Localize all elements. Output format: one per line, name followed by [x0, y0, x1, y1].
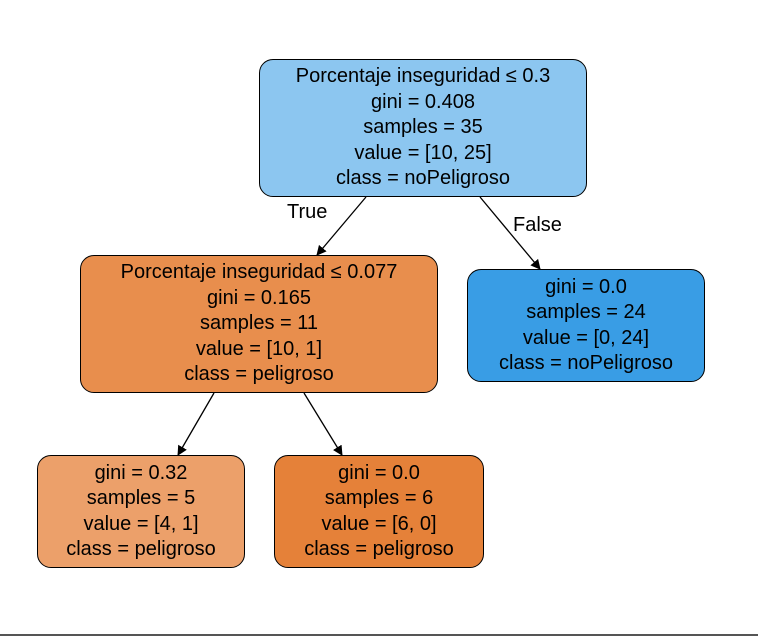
node-text-line: class = peligroso [184, 363, 334, 386]
node-text-line: value = [10, 1] [195, 337, 323, 360]
node-text-line: Porcentaje inseguridad ≤ 0.077 [120, 261, 398, 284]
node-text-line: gini = 0.165 [207, 286, 311, 309]
tree-node-right: gini = 0.0 samples = 24 value = [0, 24] cla… [467, 269, 705, 382]
node-text-line: samples = 11 [199, 312, 319, 335]
node-text-line: value = [4, 1] [83, 512, 199, 535]
edge-arrow-root-to-left [316, 196, 367, 256]
tree-node-left: Porcentaje inseguridad ≤ 0.077 gini = 0.1… [80, 255, 438, 393]
edge-arrow-root-to-right [479, 196, 541, 270]
node-text-line: samples = 6 [324, 487, 434, 509]
edge-arrow-left-to-leftleft [177, 392, 215, 456]
edge-arrow-left-to-leftright [303, 392, 343, 456]
node-text-line: gini = 0.408 [371, 90, 475, 113]
edge-label-false: False [513, 214, 562, 236]
node-text-line: samples = 35 [363, 116, 483, 139]
node-text-line: class = noPeligroso [336, 167, 510, 190]
node-text-line: class = peligroso [66, 538, 216, 560]
node-text-line: class = peligroso [304, 538, 454, 560]
node-text-line: Porcentaje inseguridad ≤ 0.3 [295, 65, 551, 88]
node-text-line: gini = 0.0 [338, 461, 420, 484]
node-text-line: gini = 0.0 [545, 275, 627, 298]
tree-node-root: Porcentaje inseguridad ≤ 0.3 gini = 0.408… [259, 59, 587, 197]
node-text-line: samples = 24 [526, 301, 646, 323]
bottom-divider [0, 634, 758, 636]
node-text-line: value = [10, 25] [354, 141, 492, 164]
tree-node-leftright: gini = 0.0 samples = 6 value = [6, 0] class… [274, 455, 484, 568]
node-text-line: samples = 5 [86, 487, 196, 509]
node-text-line: class = noPeligroso [499, 352, 673, 374]
edge-label-true: True [287, 201, 328, 223]
node-text-line: value = [6, 0] [321, 512, 437, 535]
node-text-line: value = [0, 24] [522, 326, 650, 349]
node-text-line: gini = 0.32 [94, 461, 188, 484]
tree-node-leftleft: gini = 0.32 samples = 5 value = [4, 1] clas… [37, 455, 245, 568]
